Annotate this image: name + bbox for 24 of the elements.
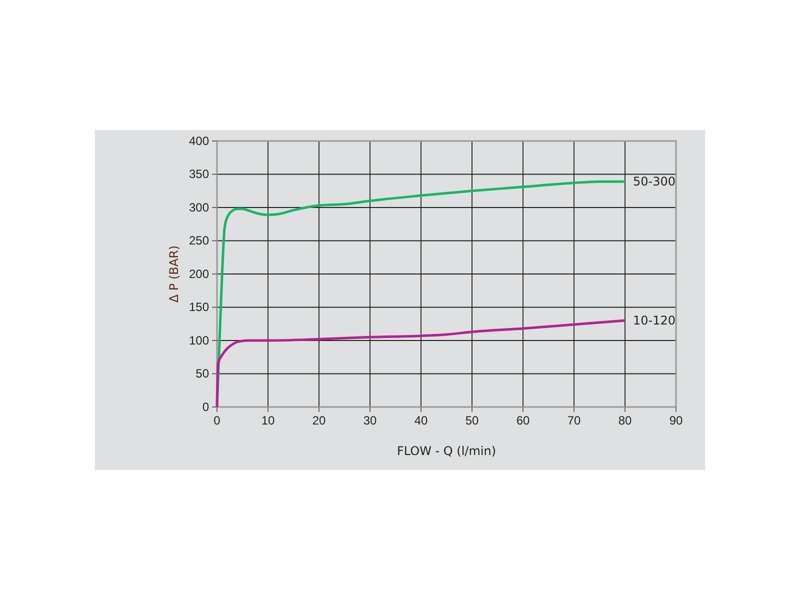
series-label: 50-300 <box>633 174 676 189</box>
line-series <box>216 319 626 408</box>
x-tick-label: 90 <box>669 414 683 428</box>
x-axis-title: FLOW - Q (l/min) <box>396 444 496 458</box>
y-tick-label: 100 <box>188 333 210 348</box>
y-tick-label: 250 <box>188 234 210 248</box>
y-tick-label: 50 <box>196 366 210 381</box>
y-axis-title: Δ P (BAR) <box>167 245 181 303</box>
x-tick-label: 80 <box>618 414 632 428</box>
y-tick-label: 400 <box>188 134 210 148</box>
x-tick-label: 60 <box>516 414 530 428</box>
x-tick-label: 50 <box>465 414 479 428</box>
x-tick-label: 40 <box>414 414 428 428</box>
y-tick-label: 350 <box>188 167 210 182</box>
y-tick-label: 0 <box>202 400 210 414</box>
series-label: 10-120 <box>633 314 676 328</box>
y-tick-label: 150 <box>188 300 210 314</box>
x-tick-label: 30 <box>363 414 377 428</box>
x-tick-label: 70 <box>567 414 581 428</box>
y-tick-label: 200 <box>188 266 210 281</box>
y-tick-label: 300 <box>188 200 210 214</box>
x-tick-label: 20 <box>312 414 326 428</box>
x-tick-label: 0 <box>214 414 221 428</box>
x-tick-label: 10 <box>261 414 275 428</box>
